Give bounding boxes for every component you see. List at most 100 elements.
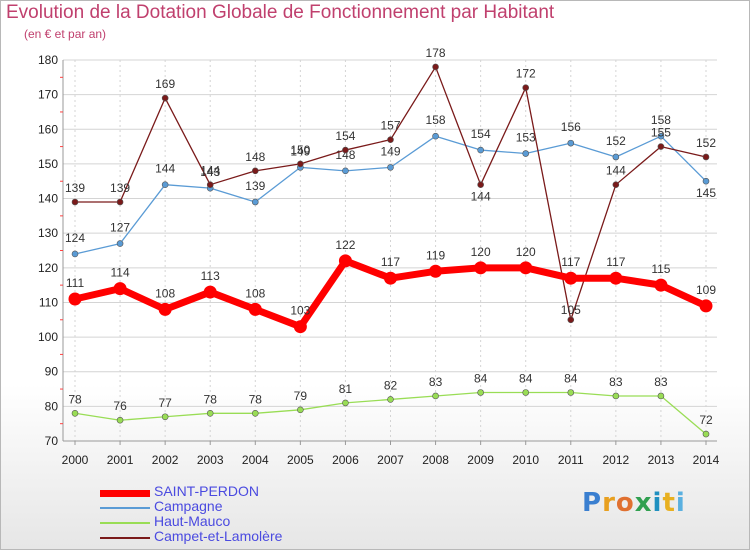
- data-point: [702, 153, 710, 161]
- data-label: 84: [564, 372, 578, 386]
- data-point: [203, 285, 217, 299]
- data-point: [474, 261, 488, 275]
- data-point: [612, 181, 620, 188]
- data-label: 149: [380, 144, 400, 158]
- data-label: 76: [113, 399, 127, 413]
- data-label: 84: [519, 372, 533, 386]
- data-point: [206, 409, 214, 417]
- data-label: 103: [290, 304, 310, 318]
- data-label: 114: [111, 266, 130, 280]
- x-tick-label: 2005: [287, 453, 314, 467]
- data-point: [477, 146, 484, 154]
- data-label: 77: [158, 396, 172, 410]
- data-label: 109: [696, 283, 716, 297]
- data-point: [657, 143, 665, 150]
- legend-swatch: [100, 507, 150, 509]
- data-label: 78: [68, 392, 82, 406]
- data-label: 117: [606, 255, 625, 269]
- data-label: 115: [651, 262, 670, 276]
- data-point: [477, 389, 484, 396]
- data-label: 156: [561, 120, 581, 134]
- y-tick-label: 140: [38, 192, 58, 206]
- data-point: [384, 271, 397, 285]
- logo-letter: r: [602, 488, 616, 518]
- data-label: 78: [249, 392, 263, 406]
- chart-subtitle: (en € et par an): [24, 27, 107, 41]
- y-tick-label: 150: [38, 157, 58, 171]
- data-point: [161, 94, 169, 102]
- legend-swatch: [100, 537, 150, 539]
- data-point: [338, 254, 352, 268]
- x-tick-label: 2012: [603, 453, 630, 467]
- legend-label: SAINT-PERDON: [154, 483, 260, 499]
- data-point: [297, 406, 304, 414]
- x-tick-label: 2009: [467, 453, 494, 467]
- data-label: 78: [204, 392, 218, 406]
- data-point: [702, 177, 710, 185]
- data-point: [612, 153, 620, 161]
- data-point: [251, 167, 259, 175]
- legend-label: Campagne: [154, 498, 223, 514]
- data-point: [432, 132, 439, 140]
- data-point: [161, 181, 169, 188]
- data-point: [251, 198, 259, 206]
- data-point: [297, 160, 304, 168]
- data-point: [342, 146, 349, 154]
- data-point: [116, 240, 124, 247]
- y-tick-label: 90: [45, 365, 59, 379]
- data-point: [158, 302, 172, 316]
- data-label: 139: [65, 181, 85, 195]
- y-tick-label: 80: [45, 399, 59, 413]
- data-label: 155: [651, 126, 671, 140]
- x-tick-label: 2010: [512, 453, 539, 467]
- data-point: [248, 302, 262, 316]
- data-point: [609, 271, 623, 285]
- chart-title: Evolution de la Dotation Globale de Fonc…: [6, 2, 555, 23]
- logo-letter: P: [582, 488, 603, 518]
- x-tick-label: 2003: [197, 453, 224, 467]
- data-point: [477, 181, 484, 188]
- data-point: [293, 320, 307, 334]
- y-tick-label: 100: [38, 330, 58, 344]
- y-tick-label: 110: [39, 295, 58, 309]
- y-tick-label: 180: [38, 53, 58, 67]
- y-tick-label: 170: [38, 88, 58, 102]
- x-tick-label: 2006: [332, 453, 359, 467]
- x-tick-label: 2002: [152, 453, 179, 467]
- data-point: [702, 430, 710, 438]
- x-tick-label: 2001: [107, 453, 134, 467]
- data-label: 145: [696, 186, 716, 200]
- data-point: [251, 409, 259, 417]
- data-point: [342, 399, 349, 407]
- data-label: 83: [429, 375, 443, 389]
- data-label: 120: [516, 245, 536, 259]
- data-point: [387, 136, 394, 143]
- data-point: [387, 164, 394, 171]
- data-point: [161, 413, 169, 421]
- data-point: [522, 150, 530, 157]
- data-label: 149: [290, 144, 310, 158]
- logo-letter: t: [662, 488, 676, 518]
- data-label: 84: [474, 372, 488, 386]
- data-label: 81: [339, 382, 353, 396]
- legend-label: Haut-Mauco: [154, 513, 231, 529]
- data-point: [116, 416, 124, 424]
- data-point: [522, 389, 530, 396]
- data-point: [68, 292, 82, 306]
- data-point: [113, 282, 127, 296]
- logo-letter: x: [634, 488, 653, 518]
- data-label: 122: [335, 238, 355, 252]
- data-label: 108: [155, 286, 175, 300]
- legend-swatch: [100, 522, 150, 524]
- data-label: 119: [426, 248, 445, 262]
- y-tick-label: 130: [38, 226, 58, 240]
- data-label: 154: [471, 127, 491, 141]
- x-tick-label: 2014: [693, 453, 720, 467]
- data-point: [71, 250, 79, 258]
- data-label: 152: [696, 136, 716, 150]
- logo-letter: i: [675, 488, 686, 518]
- data-point: [612, 392, 620, 400]
- y-tick-label: 120: [38, 261, 58, 275]
- data-label: 144: [606, 164, 626, 178]
